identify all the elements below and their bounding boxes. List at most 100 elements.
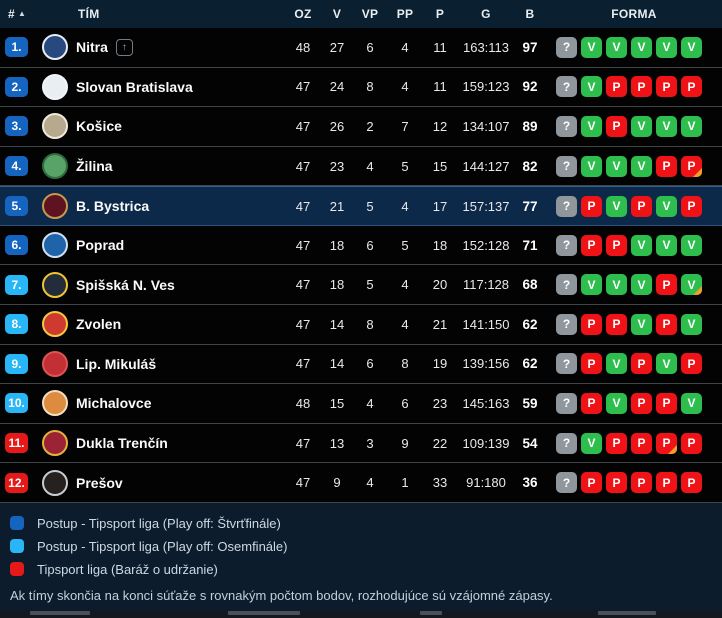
forma-loss-box[interactable]: P: [631, 195, 652, 217]
forma-loss-box[interactable]: P: [581, 313, 602, 335]
team-cell[interactable]: Nitra ↑: [76, 38, 284, 56]
forma-loss-box[interactable]: P: [656, 274, 677, 296]
team-cell[interactable]: Spišská N. Ves: [76, 277, 284, 293]
team-cell[interactable]: Košice: [76, 118, 284, 134]
forma-win-box[interactable]: V: [631, 115, 652, 137]
forma-loss-box[interactable]: P: [581, 353, 602, 375]
forma-win-box[interactable]: V: [581, 115, 602, 137]
forma-win-box[interactable]: V: [681, 274, 702, 296]
forma-win-box[interactable]: V: [581, 432, 602, 454]
table-row[interactable]: 2. Slovan Bratislava 47 24 8 4 11 159:12…: [0, 67, 722, 108]
forma-loss-box[interactable]: P: [581, 472, 602, 494]
team-name[interactable]: B. Bystrica: [76, 198, 150, 215]
team-name[interactable]: Žilina: [76, 158, 113, 175]
forma-win-box[interactable]: V: [581, 76, 602, 98]
forma-upcoming-box[interactable]: ?: [556, 36, 577, 58]
team-name[interactable]: Prešov: [76, 474, 123, 491]
forma-win-box[interactable]: V: [631, 36, 652, 58]
forma-loss-box[interactable]: P: [681, 195, 702, 217]
forma-win-box[interactable]: V: [606, 36, 627, 58]
team-name[interactable]: Poprad: [76, 237, 125, 254]
table-row[interactable]: 3. Košice 47 26 2 7 12 134:107 89 ? V P V V V: [0, 107, 722, 147]
team-cell[interactable]: Dukla Trenčín: [76, 435, 284, 451]
header-g[interactable]: G: [481, 7, 491, 21]
header-v[interactable]: V: [332, 7, 342, 21]
forma-upcoming-box[interactable]: ?: [556, 115, 577, 137]
team-cell[interactable]: B. Bystrica: [76, 198, 284, 214]
forma-upcoming-box[interactable]: ?: [556, 472, 577, 494]
forma-loss-box[interactable]: P: [656, 472, 677, 494]
forma-win-box[interactable]: V: [581, 274, 602, 296]
forma-loss-box[interactable]: P: [656, 392, 677, 414]
team-cell[interactable]: Žilina: [76, 158, 284, 174]
team-name[interactable]: Michalovce: [76, 395, 152, 412]
forma-win-box[interactable]: V: [656, 353, 677, 375]
table-row[interactable]: 5. B. Bystrica 47 21 5 4 17 157:137 77 ?…: [0, 186, 722, 226]
table-row[interactable]: 6. Poprad 47 18 6 5 18 152:128 71 ? P P V V V: [0, 225, 722, 266]
forma-win-box[interactable]: V: [631, 313, 652, 335]
forma-loss-box[interactable]: P: [681, 76, 702, 98]
table-row[interactable]: 4. Žilina 47 23 4 5 15 144:127 82 ? V V V P P: [0, 146, 722, 187]
team-cell[interactable]: Michalovce: [76, 395, 284, 411]
forma-upcoming-box[interactable]: ?: [556, 432, 577, 454]
forma-loss-box[interactable]: P: [606, 472, 627, 494]
forma-upcoming-box[interactable]: ?: [556, 274, 577, 296]
forma-win-box[interactable]: V: [681, 392, 702, 414]
header-rank[interactable]: # ▲: [0, 7, 34, 21]
forma-win-box[interactable]: V: [581, 155, 602, 177]
team-cell[interactable]: Lip. Mikuláš: [76, 356, 284, 372]
forma-win-box[interactable]: V: [606, 155, 627, 177]
team-cell[interactable]: Poprad: [76, 237, 284, 253]
table-row[interactable]: 11. Dukla Trenčín 47 13 3 9 22 109:139 5…: [0, 423, 722, 464]
forma-win-box[interactable]: V: [631, 234, 652, 256]
forma-win-box[interactable]: V: [631, 155, 652, 177]
forma-win-box[interactable]: V: [581, 36, 602, 58]
forma-win-box[interactable]: V: [681, 36, 702, 58]
forma-loss-box[interactable]: P: [631, 472, 652, 494]
team-cell[interactable]: Zvolen: [76, 316, 284, 332]
forma-loss-box[interactable]: P: [606, 76, 627, 98]
forma-win-box[interactable]: V: [656, 36, 677, 58]
header-b[interactable]: B: [525, 7, 535, 21]
forma-upcoming-box[interactable]: ?: [556, 76, 577, 98]
forma-loss-box[interactable]: P: [681, 432, 702, 454]
forma-loss-box[interactable]: P: [681, 155, 702, 177]
forma-win-box[interactable]: V: [606, 274, 627, 296]
forma-win-box[interactable]: V: [606, 392, 627, 414]
forma-loss-box[interactable]: P: [606, 115, 627, 137]
forma-win-box[interactable]: V: [656, 115, 677, 137]
forma-loss-box[interactable]: P: [681, 353, 702, 375]
table-row[interactable]: 12. Prešov 47 9 4 1 33 91:180 36 ? P P P P P: [0, 463, 722, 503]
table-row[interactable]: 8. Zvolen 47 14 8 4 21 141:150 62 ? P P V P V: [0, 305, 722, 345]
forma-loss-box[interactable]: P: [581, 392, 602, 414]
forma-loss-box[interactable]: P: [631, 432, 652, 454]
forma-loss-box[interactable]: P: [656, 76, 677, 98]
team-cell[interactable]: Prešov: [76, 475, 284, 491]
forma-loss-box[interactable]: P: [606, 432, 627, 454]
team-name[interactable]: Košice: [76, 118, 122, 135]
forma-win-box[interactable]: V: [656, 195, 677, 217]
team-name[interactable]: Nitra: [76, 39, 108, 56]
team-name[interactable]: Slovan Bratislava: [76, 78, 193, 95]
team-name[interactable]: Lip. Mikuláš: [76, 355, 157, 372]
forma-win-box[interactable]: V: [606, 195, 627, 217]
forma-win-box[interactable]: V: [681, 115, 702, 137]
forma-loss-box[interactable]: P: [681, 472, 702, 494]
table-row[interactable]: 10. Michalovce 48 15 4 6 23 145:163 59 ?…: [0, 384, 722, 424]
forma-upcoming-box[interactable]: ?: [556, 392, 577, 414]
forma-loss-box[interactable]: P: [606, 234, 627, 256]
team-name[interactable]: Spišská N. Ves: [76, 276, 175, 293]
forma-loss-box[interactable]: P: [656, 432, 677, 454]
forma-loss-box[interactable]: P: [656, 313, 677, 335]
forma-loss-box[interactable]: P: [581, 195, 602, 217]
forma-upcoming-box[interactable]: ?: [556, 155, 577, 177]
forma-loss-box[interactable]: P: [631, 76, 652, 98]
forma-win-box[interactable]: V: [631, 274, 652, 296]
header-oz[interactable]: OZ: [294, 7, 312, 21]
forma-win-box[interactable]: V: [681, 313, 702, 335]
table-row[interactable]: 7. Spišská N. Ves 47 18 5 4 20 117:128 6…: [0, 265, 722, 306]
table-row[interactable]: 9. Lip. Mikuláš 47 14 6 8 19 139:156 62 …: [0, 344, 722, 385]
forma-upcoming-box[interactable]: ?: [556, 234, 577, 256]
header-p[interactable]: P: [435, 7, 445, 21]
forma-win-box[interactable]: V: [656, 234, 677, 256]
